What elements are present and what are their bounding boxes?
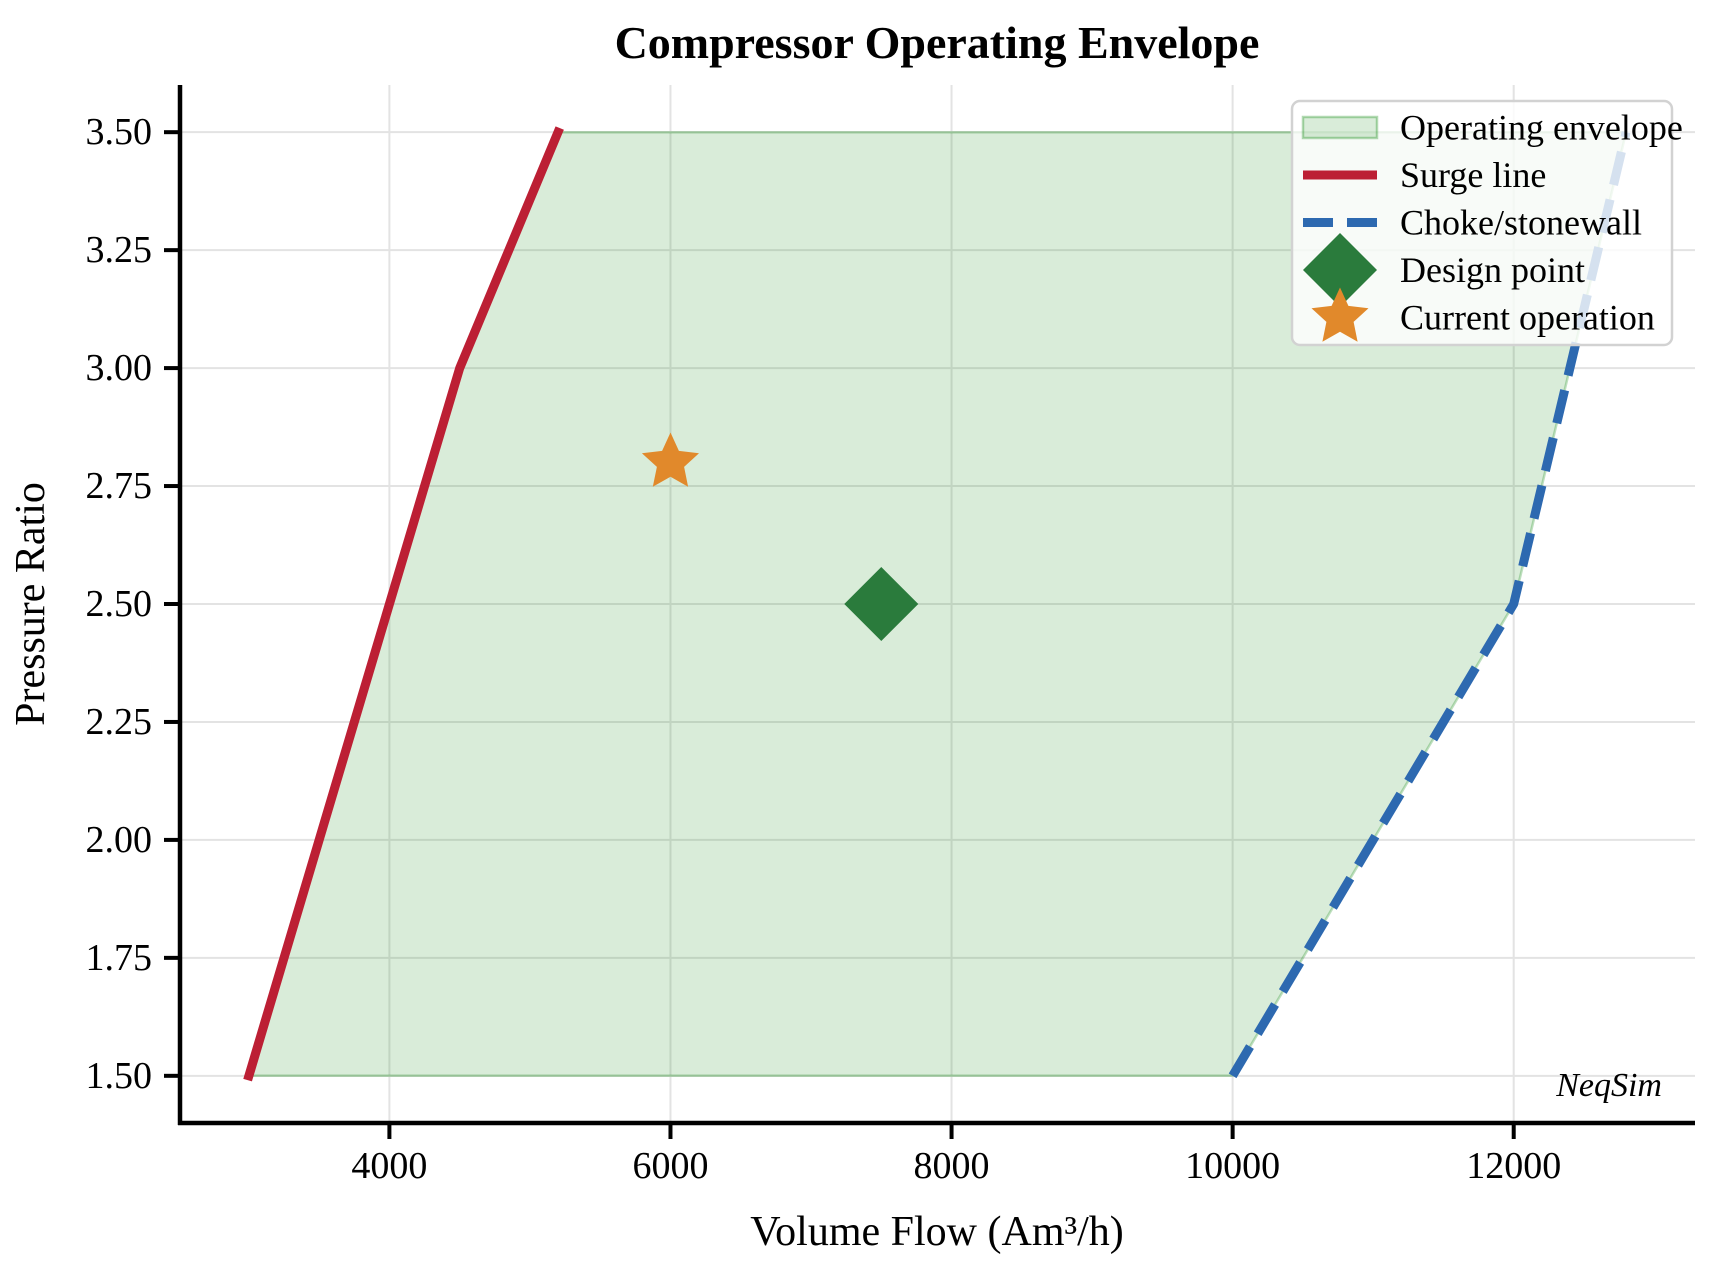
- y-tick-label: 2.25: [86, 701, 153, 743]
- y-tick-label: 3.25: [86, 229, 153, 271]
- chart-title: Compressor Operating Envelope: [615, 17, 1260, 68]
- x-tick-label: 8000: [914, 1145, 990, 1187]
- y-tick-label: 2.50: [86, 583, 153, 625]
- surge-line-series: [243, 126, 564, 1082]
- legend-swatch-design-point: [1303, 233, 1377, 307]
- y-tick-label: 1.50: [86, 1055, 153, 1097]
- x-tick-label: 4000: [351, 1145, 427, 1187]
- point-markers: [641, 432, 919, 641]
- current-operation-marker: [641, 432, 699, 487]
- legend-label: Surge line: [1400, 155, 1546, 195]
- legend-swatch-current-operation: [1311, 287, 1369, 342]
- x-tick-label: 6000: [632, 1145, 708, 1187]
- legend-frame: [1290, 99, 1674, 347]
- y-tick-label: 3.00: [86, 347, 153, 389]
- choke-stonewall-series: [1228, 131, 1631, 1079]
- legend-label: Choke/stonewall: [1400, 203, 1642, 243]
- legend-label: Operating envelope: [1400, 108, 1683, 148]
- y-axis-label: Pressure Ratio: [8, 482, 54, 726]
- x-tick-label: 12000: [1466, 1145, 1561, 1187]
- y-tick-label: 2.00: [86, 819, 153, 861]
- y-axis-ticks: 1.50 1.75 2.00 2.25 2.50 2.75 3.00 3.25 3.50: [86, 111, 180, 1097]
- x-axis-ticks: 4000 6000 8000 10000 12000: [351, 1123, 1561, 1187]
- legend: Operating envelope Surge line Choke/stonew…: [1290, 99, 1683, 347]
- x-tick-label: 10000: [1185, 1145, 1280, 1187]
- y-tick-label: 1.75: [86, 937, 153, 979]
- legend-label: Current operation: [1400, 298, 1655, 338]
- y-tick-label: 3.50: [86, 111, 153, 153]
- surge-polyline: [243, 126, 564, 1082]
- design-point-marker: [844, 567, 919, 641]
- y-tick-label: 2.75: [86, 465, 153, 507]
- choke-polyline: [1228, 131, 1631, 1079]
- x-axis-label: Volume Flow (Am³/h): [750, 1209, 1124, 1255]
- watermark: NeqSim: [1555, 1067, 1662, 1104]
- legend-label: Design point: [1400, 250, 1585, 290]
- legend-swatch-envelope: [1301, 115, 1379, 140]
